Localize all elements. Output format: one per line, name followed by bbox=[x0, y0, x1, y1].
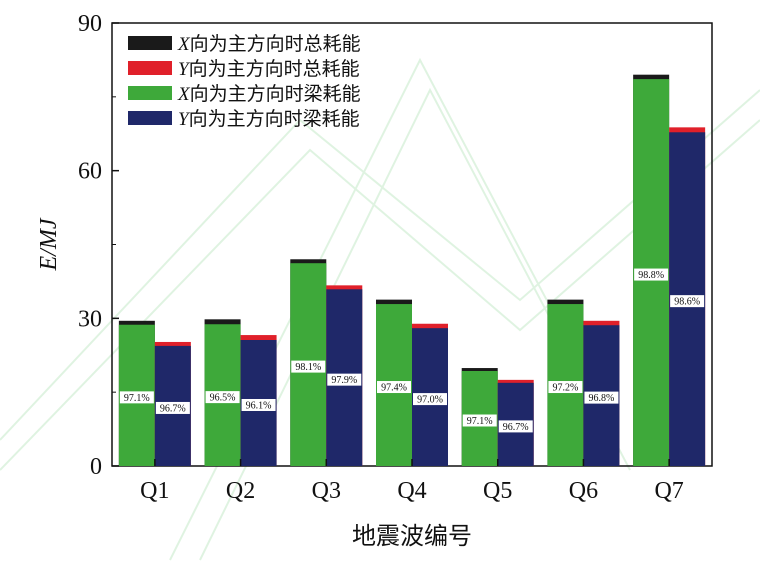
axes-group: 0 30 60 90 Q1 Q2 Q3 Q4 Q5 Q6 Q7 bbox=[78, 11, 684, 504]
x-tick-label: Q7 bbox=[654, 478, 683, 504]
percent-label: 96.8% bbox=[589, 393, 615, 404]
percent-label-bg bbox=[291, 360, 326, 373]
y-axis-label: E/MJ bbox=[36, 217, 62, 271]
percent-label-bg bbox=[377, 381, 411, 394]
percent-label: 96.1% bbox=[246, 400, 272, 411]
legend-swatch bbox=[128, 86, 172, 100]
percent-label: 96.7% bbox=[503, 422, 529, 433]
percent-label: 97.1% bbox=[467, 416, 493, 427]
percent-label: 97.1% bbox=[124, 393, 150, 404]
y-tick-label: 30 bbox=[78, 306, 102, 332]
percent-label-bg bbox=[584, 391, 619, 404]
x-tick-label: Q6 bbox=[569, 478, 598, 504]
percent-label: 98.6% bbox=[674, 297, 700, 308]
percent-label-bg bbox=[634, 268, 669, 281]
legend-swatch bbox=[128, 36, 172, 50]
percent-label-bg bbox=[548, 381, 583, 394]
percent-label-bg bbox=[462, 414, 497, 427]
bars-group: 97.1% 96.7% 96.5% 96.1% 98.1% 97.9% 97.4% 97.0%… bbox=[118, 74, 706, 467]
y-tick-label: 0 bbox=[90, 454, 102, 480]
legend: X向为主方向时总耗能 Y向为主方向时总耗能 X向为主方向时梁耗能 Y向为主方向时梁耗能 bbox=[128, 33, 361, 130]
x-axis-label: 地震波编号 bbox=[352, 522, 472, 550]
x-tick-label: Q3 bbox=[312, 478, 341, 504]
y-tick-label: 60 bbox=[78, 159, 102, 185]
percent-label: 96.7% bbox=[160, 403, 186, 414]
percent-label-bg bbox=[119, 391, 154, 404]
percent-label-bg bbox=[205, 391, 240, 404]
legend-swatch bbox=[128, 61, 172, 75]
x-tick-label: Q2 bbox=[226, 478, 255, 504]
percent-label: 97.0% bbox=[417, 395, 443, 406]
legend-label: Y向为主方向时总耗能 bbox=[178, 58, 360, 80]
percent-label-bg bbox=[155, 401, 190, 414]
percent-label: 98.1% bbox=[295, 362, 321, 373]
percent-label-bg bbox=[327, 373, 362, 386]
percent-label: 97.4% bbox=[381, 383, 407, 394]
percent-label: 98.8% bbox=[638, 270, 664, 281]
legend-swatch bbox=[128, 111, 172, 125]
x-tick-label: Q4 bbox=[397, 478, 426, 504]
x-tick-label: Q5 bbox=[483, 478, 512, 504]
percent-label-bg bbox=[241, 398, 276, 411]
legend-label: X向为主方向时总耗能 bbox=[177, 33, 361, 55]
x-tick-label: Q1 bbox=[140, 478, 169, 504]
percent-label-bg bbox=[413, 393, 447, 406]
legend-label: Y向为主方向时梁耗能 bbox=[178, 108, 360, 130]
percent-label: 97.2% bbox=[553, 383, 579, 394]
percent-label: 96.5% bbox=[210, 393, 236, 404]
percent-label-bg bbox=[670, 295, 705, 308]
percent-label-bg bbox=[498, 420, 533, 433]
percent-label: 97.9% bbox=[331, 375, 357, 386]
legend-label: X向为主方向时梁耗能 bbox=[177, 83, 361, 105]
y-tick-label: 90 bbox=[78, 11, 102, 37]
